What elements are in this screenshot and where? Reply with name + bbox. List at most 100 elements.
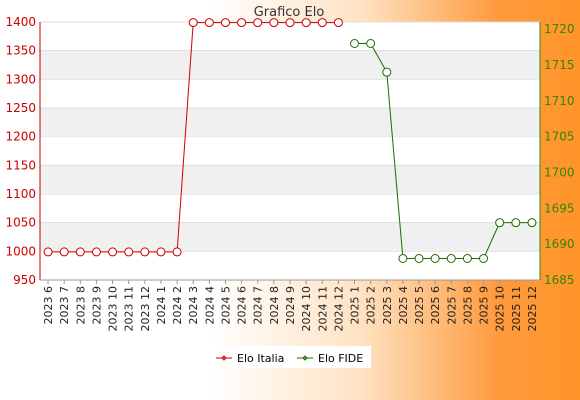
data-point-elo-fide xyxy=(495,218,505,228)
series-elo-fide xyxy=(350,39,537,263)
x-tick-label: 2024 1 xyxy=(155,286,168,325)
plot-band xyxy=(40,108,540,137)
legend-marker-elo-italia xyxy=(221,355,227,361)
x-tick-label: 2025 1 xyxy=(349,286,362,325)
data-point-elo-italia xyxy=(237,18,247,28)
x-tick-label: 2024 6 xyxy=(236,286,249,325)
x-tick-label: 2023 8 xyxy=(74,286,87,325)
data-point-elo-italia xyxy=(43,247,53,257)
right-tick-label: 1720 xyxy=(544,22,575,36)
data-point-elo-italia xyxy=(285,18,295,28)
data-point-elo-italia xyxy=(75,247,85,257)
x-tick-label: 2025 4 xyxy=(397,286,410,325)
legend-label-elo-italia: Elo Italia xyxy=(237,352,284,365)
x-tick-label: 2025 6 xyxy=(429,286,442,325)
x-tick-label: 2025 11 xyxy=(510,286,523,332)
data-point-elo-fide xyxy=(430,254,440,263)
right-tick-label: 1685 xyxy=(544,273,575,287)
legend: Elo Italia Elo FIDE xyxy=(210,346,371,368)
plot-area xyxy=(40,21,540,280)
left-axis: 950 1000 1050 1100 1150 1200 1250 1300 1350 1400 xyxy=(5,15,41,287)
plot-band xyxy=(40,50,540,80)
right-axis: 1685 1690 1695 1700 1705 1710 1715 1720 xyxy=(539,22,575,287)
left-tick-label: 1150 xyxy=(5,158,36,172)
x-tick-label: 2025 7 xyxy=(445,286,458,325)
x-tick-label: 2023 9 xyxy=(90,286,103,325)
data-point-elo-italia xyxy=(301,18,311,28)
x-tick-label: 2025 2 xyxy=(365,286,378,325)
x-tick-label: 2024 11 xyxy=(316,286,329,332)
chart-title: Grafico Elo xyxy=(254,5,325,20)
x-tick-label: 2023 10 xyxy=(107,286,120,332)
left-tick-label: 1050 xyxy=(5,216,36,230)
right-tick-label: 1690 xyxy=(544,237,575,251)
data-point-elo-italia xyxy=(156,247,166,257)
left-tick-label: 1350 xyxy=(5,44,36,58)
right-tick-label: 1710 xyxy=(544,94,575,108)
data-point-elo-fide xyxy=(527,218,537,228)
data-point-elo-italia xyxy=(59,247,69,257)
plot-band xyxy=(40,222,540,252)
data-point-elo-italia xyxy=(108,247,118,257)
left-tick-label: 1100 xyxy=(5,187,36,201)
data-point-elo-fide xyxy=(414,254,424,263)
x-tick-label: 2025 8 xyxy=(461,286,474,325)
x-tick-label: 2024 9 xyxy=(284,286,297,325)
left-tick-label: 1250 xyxy=(5,101,36,115)
right-tick-label: 1695 xyxy=(544,201,575,215)
x-tick-label: 2024 5 xyxy=(219,286,232,325)
data-point-elo-fide xyxy=(382,67,392,77)
x-tick-label: 2025 3 xyxy=(381,286,394,325)
x-tick-label: 2025 9 xyxy=(478,286,491,325)
series-elo-italia xyxy=(43,18,343,257)
x-tick-label: 2024 12 xyxy=(332,286,345,332)
data-point-elo-italia xyxy=(333,18,343,28)
data-point-elo-fide xyxy=(366,39,376,48)
data-point-elo-italia xyxy=(317,18,327,28)
right-tick-label: 1705 xyxy=(544,130,575,144)
left-tick-label: 950 xyxy=(13,273,36,287)
x-tick-label: 2024 7 xyxy=(252,286,265,325)
data-point-elo-italia xyxy=(91,247,101,257)
right-tick-label: 1715 xyxy=(544,58,575,72)
x-tick-label: 2023 6 xyxy=(42,286,55,325)
x-tick-label: 2024 3 xyxy=(187,286,200,325)
data-point-elo-italia xyxy=(269,18,279,28)
left-tick-label: 1000 xyxy=(5,244,36,258)
plot-band xyxy=(40,165,540,194)
data-point-elo-fide xyxy=(446,254,456,263)
legend-item-elo-fide: Elo FIDE xyxy=(297,352,363,365)
x-tick-label: 2024 4 xyxy=(203,286,216,325)
data-point-elo-fide xyxy=(398,254,408,263)
data-point-elo-fide xyxy=(462,254,472,263)
x-tick-label: 2024 8 xyxy=(268,286,281,325)
data-point-elo-italia xyxy=(204,18,214,28)
x-tick-label: 2025 12 xyxy=(526,286,539,332)
x-tick-label: 2024 10 xyxy=(300,286,313,332)
x-tick-label: 2024 2 xyxy=(171,286,184,325)
legend-box xyxy=(210,346,371,368)
data-point-elo-fide xyxy=(479,254,489,263)
legend-marker-elo-fide xyxy=(302,355,308,361)
data-point-elo-italia xyxy=(220,18,230,28)
left-tick-label: 1200 xyxy=(5,130,36,144)
series-group xyxy=(43,18,537,263)
right-tick-label: 1700 xyxy=(544,166,575,180)
left-tick-label: 1400 xyxy=(5,15,36,29)
data-point-elo-italia xyxy=(188,18,198,28)
data-point-elo-italia xyxy=(172,247,182,257)
data-point-elo-italia xyxy=(253,18,263,28)
legend-label-elo-fide: Elo FIDE xyxy=(318,352,363,365)
x-tick-label: 2025 5 xyxy=(413,286,426,325)
data-point-elo-fide xyxy=(350,39,360,48)
x-tick-label: 2023 11 xyxy=(123,286,136,332)
left-tick-label: 1300 xyxy=(5,72,36,86)
x-axis: 2023 6 2023 7 2023 8 2023 9 2023 10 2023 11 20… xyxy=(40,279,540,332)
data-point-elo-italia xyxy=(140,247,150,257)
data-point-elo-italia xyxy=(124,247,134,257)
x-tick-label: 2023 7 xyxy=(58,286,71,325)
x-tick-label: 2023 12 xyxy=(139,286,152,332)
legend-item-elo-italia: Elo Italia xyxy=(216,352,284,365)
